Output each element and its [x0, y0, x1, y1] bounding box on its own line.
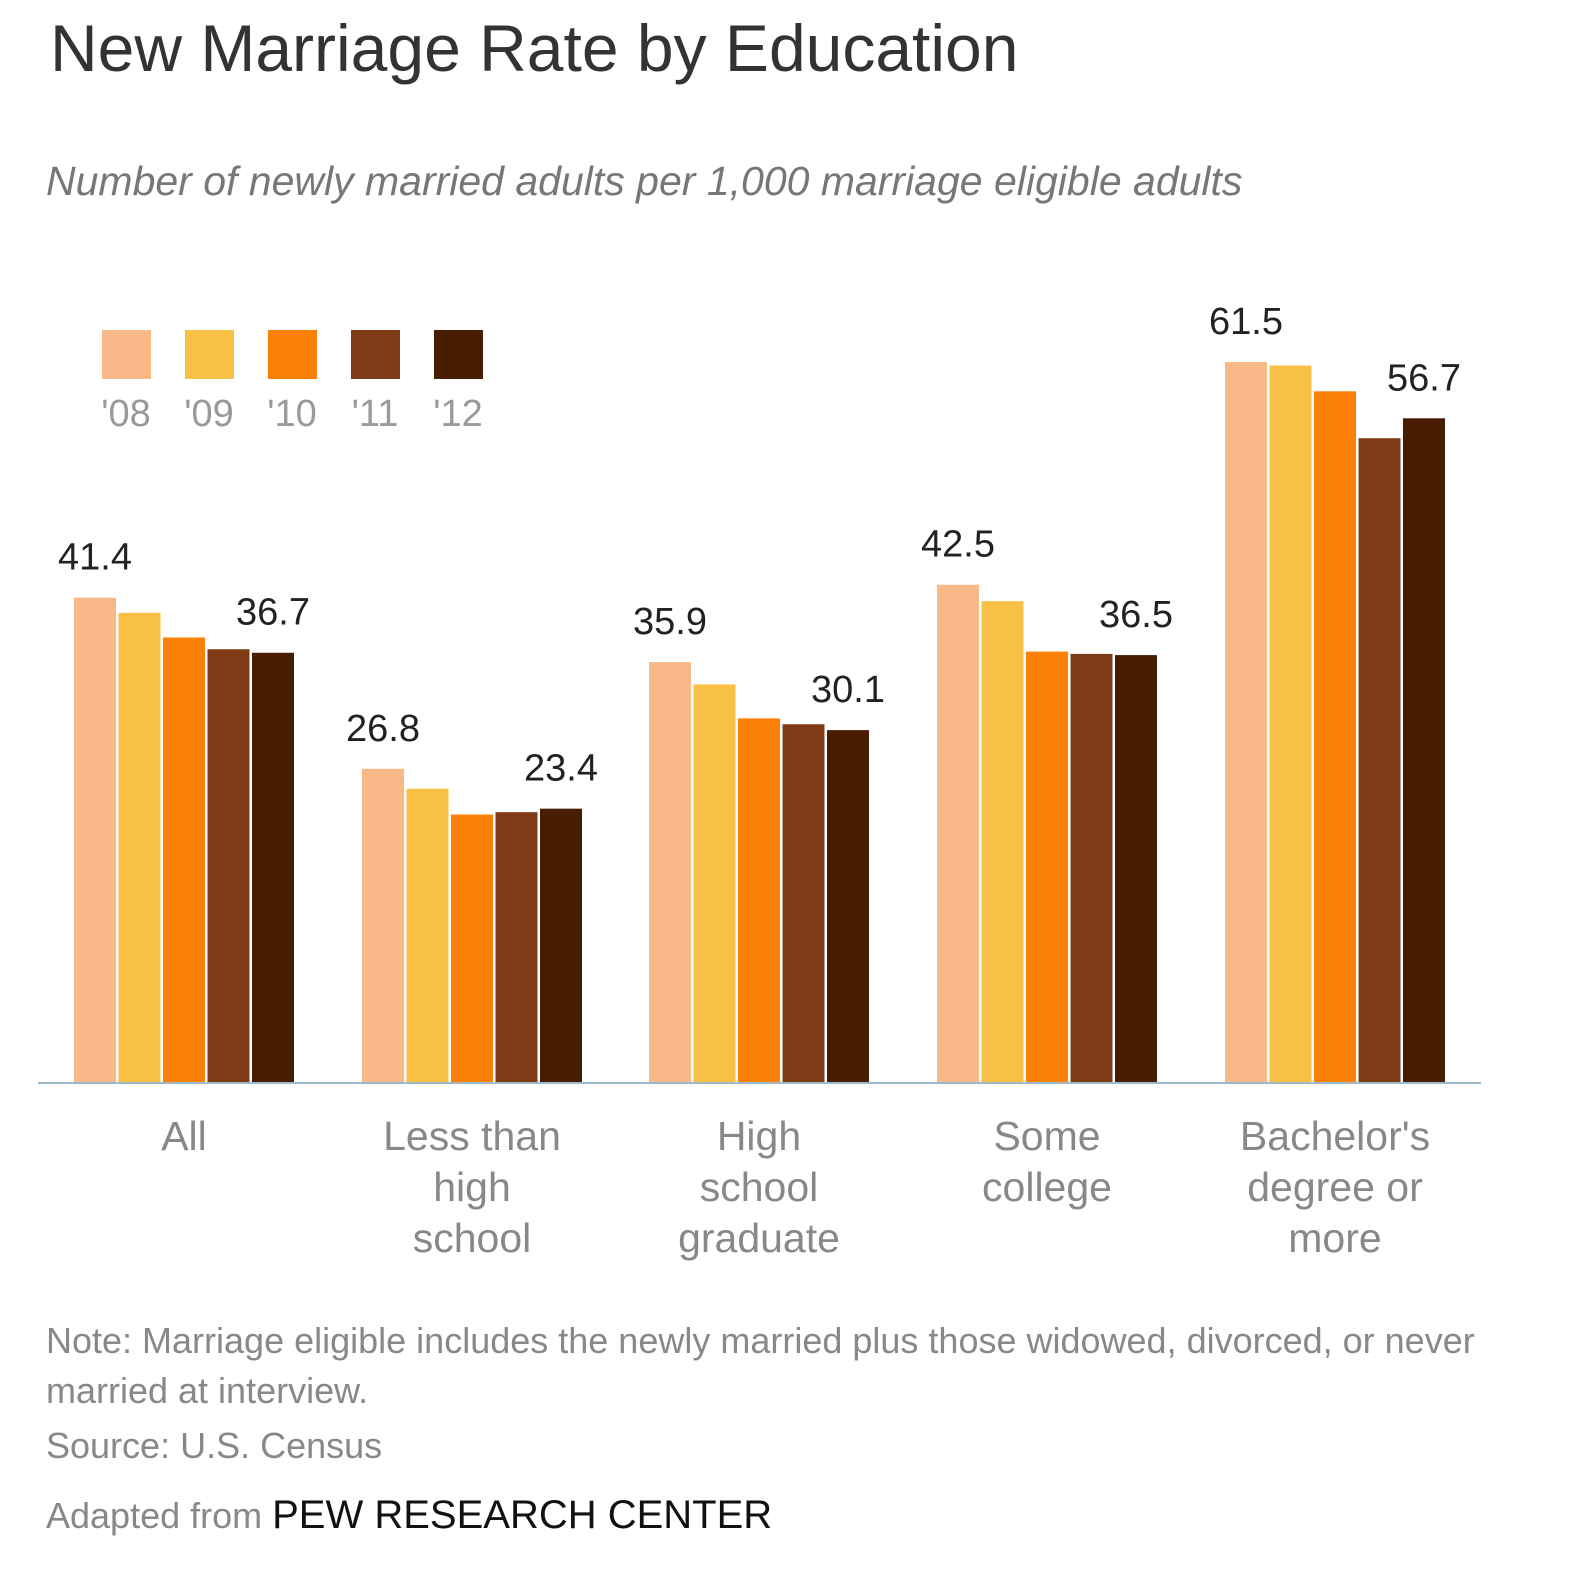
bar-3-0 [937, 584, 979, 1083]
legend: '08 '09 '10 '11 '12 [101, 330, 483, 435]
bar-1-4 [540, 808, 582, 1083]
category-labels-group: All Less than high school High school graduate… [161, 1113, 1430, 1261]
bar-3-4 [1115, 655, 1157, 1083]
bar-2-1 [693, 684, 736, 1083]
bar-4-3 [1358, 438, 1401, 1083]
bar-1-1 [406, 788, 449, 1083]
data-label-2: 26.8 [346, 708, 420, 750]
category-label-line: Bachelor's [1240, 1113, 1430, 1159]
legend-label-4: '12 [433, 393, 483, 435]
bar-2-3 [782, 724, 825, 1083]
data-label-7: 36.5 [1099, 594, 1173, 636]
category-label-4: Bachelor's degree or more [1240, 1113, 1430, 1261]
bar-3-3 [1070, 653, 1113, 1083]
legend-swatch-0 [102, 330, 151, 379]
category-label-line: more [1288, 1215, 1381, 1261]
credit-line: Adapted from PEW RESEARCH CENTER [46, 1493, 772, 1538]
category-label-line: graduate [678, 1215, 840, 1261]
bar-2-2 [738, 718, 780, 1083]
bar-0-4 [252, 652, 294, 1083]
legend-label-3: '11 [352, 393, 399, 435]
bar-1-3 [495, 812, 538, 1083]
bars-group [74, 362, 1445, 1083]
data-label-3: 23.4 [524, 748, 598, 790]
data-label-5: 30.1 [811, 669, 885, 711]
bar-0-3 [207, 649, 250, 1083]
category-label-3: Some college [982, 1113, 1112, 1210]
bar-1-2 [451, 814, 493, 1083]
bar-3-2 [1026, 651, 1068, 1083]
category-label-line: Less than [383, 1113, 561, 1159]
chart-subtitle: Number of newly married adults per 1,000… [46, 158, 1243, 204]
legend-swatch-4 [434, 330, 483, 379]
legend-swatch-3 [351, 330, 400, 379]
legend-label-1: '09 [184, 393, 234, 435]
source-line: Source: U.S. Census [46, 1425, 383, 1466]
category-label-2: High school graduate [678, 1113, 840, 1261]
category-label-1: Less than high school [383, 1113, 561, 1261]
category-label-line: All [161, 1113, 207, 1159]
category-label-line: school [413, 1215, 532, 1261]
footnote: Note: Marriage eligible includes the new… [46, 1320, 1475, 1411]
bar-chart: '08 '09 '10 '11 '12 41.4 36.7 26.8 23.4 35.9 30.1… [38, 301, 1481, 1261]
bar-1-0 [362, 768, 404, 1083]
data-labels-group: 41.4 36.7 26.8 23.4 35.9 30.1 42.5 36.5 61.5 56.7 [58, 301, 1461, 790]
credit-organization: PEW RESEARCH CENTER [272, 1493, 773, 1537]
data-label-6: 42.5 [921, 524, 995, 566]
legend-swatch-2 [268, 330, 317, 379]
bar-2-4 [827, 730, 869, 1083]
legend-swatch-1 [185, 330, 234, 379]
data-label-4: 35.9 [633, 601, 707, 643]
data-label-9: 56.7 [1387, 357, 1461, 399]
bar-4-4 [1403, 418, 1445, 1083]
category-label-line: degree or [1247, 1164, 1423, 1210]
chart-title: New Marriage Rate by Education [50, 11, 1019, 85]
bar-2-0 [649, 662, 691, 1083]
data-label-1: 36.7 [236, 592, 310, 634]
category-label-line: college [982, 1164, 1112, 1210]
bar-4-1 [1269, 365, 1312, 1083]
category-label-0: All [161, 1113, 207, 1159]
legend-label-2: '10 [267, 393, 317, 435]
data-label-0: 41.4 [58, 537, 132, 579]
category-label-line: high [433, 1164, 511, 1210]
bar-4-2 [1314, 391, 1356, 1083]
bar-0-1 [118, 612, 161, 1083]
bar-0-2 [163, 637, 205, 1083]
bar-0-0 [74, 597, 116, 1083]
credit-prefix: Adapted from [46, 1495, 273, 1536]
bar-3-1 [981, 601, 1024, 1083]
legend-label-0: '08 [101, 393, 151, 435]
data-label-8: 61.5 [1209, 301, 1283, 343]
category-label-line: High [717, 1113, 801, 1159]
category-label-line: Some [993, 1113, 1100, 1159]
bar-4-0 [1225, 362, 1267, 1083]
category-label-line: school [700, 1164, 819, 1210]
